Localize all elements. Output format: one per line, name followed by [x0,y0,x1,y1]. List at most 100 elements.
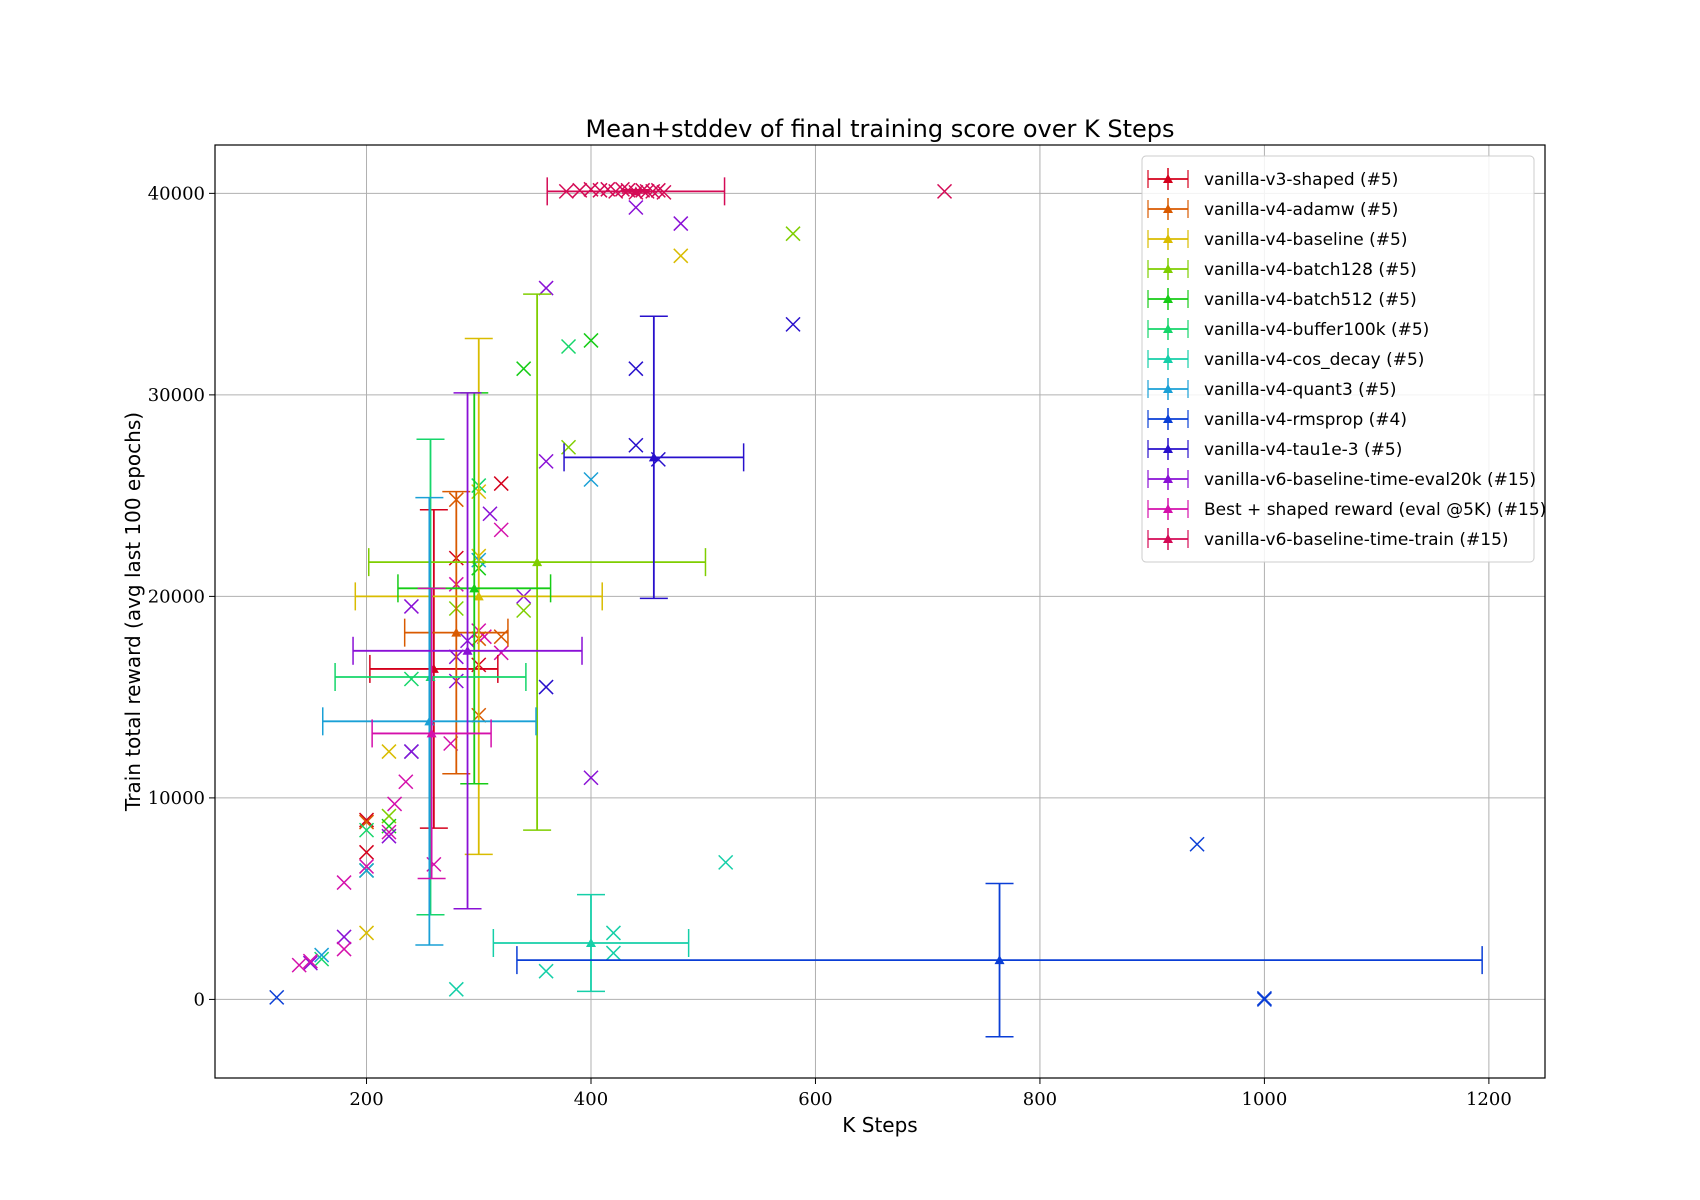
run-point [403,598,419,614]
run-point [358,858,375,874]
run-point [387,796,403,812]
run-point [628,199,644,215]
run-point-stroke [403,744,419,760]
legend-key-marker [1163,444,1173,453]
x-axis-label: K Steps [842,1113,917,1137]
x-tick-label: 200 [349,1089,383,1110]
legend-entry: vanilla-v6-baseline-time-train (#15) [1147,528,1509,550]
legend-entry: Best + shaped reward (eval @5K) (#15) [1147,498,1546,520]
run-point-stroke [387,796,403,812]
run-point [291,957,307,973]
series-runs [358,248,689,941]
run-point-stroke [673,248,689,264]
run-point-stroke [561,338,577,355]
run-point-stroke [336,875,352,891]
run-point [605,945,621,961]
run-point-stroke [358,862,375,878]
series-errorbar [368,293,707,831]
legend-entry: vanilla-v4-batch128 (#5) [1147,258,1417,280]
run-point [314,947,330,963]
series-errorbar [334,438,527,916]
legend-entry: vanilla-v4-rmsprop (#4) [1147,408,1407,430]
legend-key-marker [1163,294,1173,303]
legend-key-marker [1163,204,1173,213]
run-point-stroke [358,822,375,838]
run-point-stroke [1256,990,1272,1006]
run-point-stroke [937,183,953,199]
legend-label: vanilla-v4-batch128 (#5) [1204,260,1417,280]
run-point [628,437,644,453]
mean-marker [425,671,436,681]
run-point [937,183,953,199]
run-point-stroke [314,951,330,967]
run-point-stroke [538,453,554,469]
run-point-stroke [538,679,554,695]
run-point [516,602,532,619]
y-tick-label: 30000 [148,385,205,406]
run-point-stroke [583,770,599,786]
run-point-stroke [443,735,459,752]
run-point-stroke [493,522,509,538]
run-point-stroke [381,824,397,840]
run-point-stroke [336,929,352,945]
run-point [1189,836,1205,852]
legend-key-marker [1163,354,1173,363]
mean-marker [469,583,480,593]
mean-marker [462,645,473,655]
plot-marks [269,177,1483,1038]
run-point-stroke [583,471,599,488]
y-tick-label: 20000 [148,586,205,607]
run-point [448,981,464,997]
legend-label: vanilla-v4-batch512 (#5) [1204,290,1417,310]
run-point [785,316,801,332]
legend-label: vanilla-v4-adamw (#5) [1204,200,1398,220]
run-point-stroke [403,671,419,687]
run-point-stroke [291,957,307,973]
legend-key-marker [1163,234,1173,243]
run-point-stroke [336,941,352,957]
run-point [381,828,397,844]
legend-key-marker [1163,414,1173,423]
x-tick-label: 800 [1023,1089,1057,1110]
run-point [583,471,599,488]
run-point-stroke [381,828,397,844]
legend-entry: vanilla-v4-buffer100k (#5) [1147,318,1429,340]
series-errorbar [321,496,537,946]
run-point [381,824,397,840]
series-runs [291,522,509,973]
run-point [269,989,285,1005]
x-tick-label: 600 [798,1089,832,1110]
run-point [673,248,689,264]
mean-marker [630,186,641,196]
run-point-stroke [1189,836,1205,852]
legend-entry: vanilla-v4-batch512 (#5) [1147,288,1417,310]
run-point-stroke [381,744,397,760]
legend-box [1141,155,1535,563]
run-point [398,774,414,790]
y-tick-label: 40000 [148,183,205,204]
run-point [403,744,419,760]
run-point [583,770,599,786]
mean-marker [648,452,659,462]
legend: vanilla-v3-shaped (#5) vanilla-v4-adamw (… [1141,155,1546,563]
mean-marker [426,728,437,738]
run-point [358,814,375,830]
series-runs [448,854,734,997]
x-tick-label: 1200 [1466,1089,1512,1110]
run-point [358,862,375,878]
run-point [673,216,689,232]
legend-entry: vanilla-v4-tau1e-3 (#5) [1147,438,1402,460]
run-point [656,184,672,200]
run-point [650,182,666,198]
run-point-stroke [302,953,318,969]
run-point [516,361,532,377]
run-point [403,671,419,687]
legend-key-marker [1163,384,1173,393]
series-errorbar [371,587,492,880]
run-point-stroke [448,981,464,997]
x-tick-label: 1000 [1242,1089,1288,1110]
run-point-stroke [628,361,644,377]
run-point-stroke [482,506,498,522]
run-point-stroke [605,945,621,961]
